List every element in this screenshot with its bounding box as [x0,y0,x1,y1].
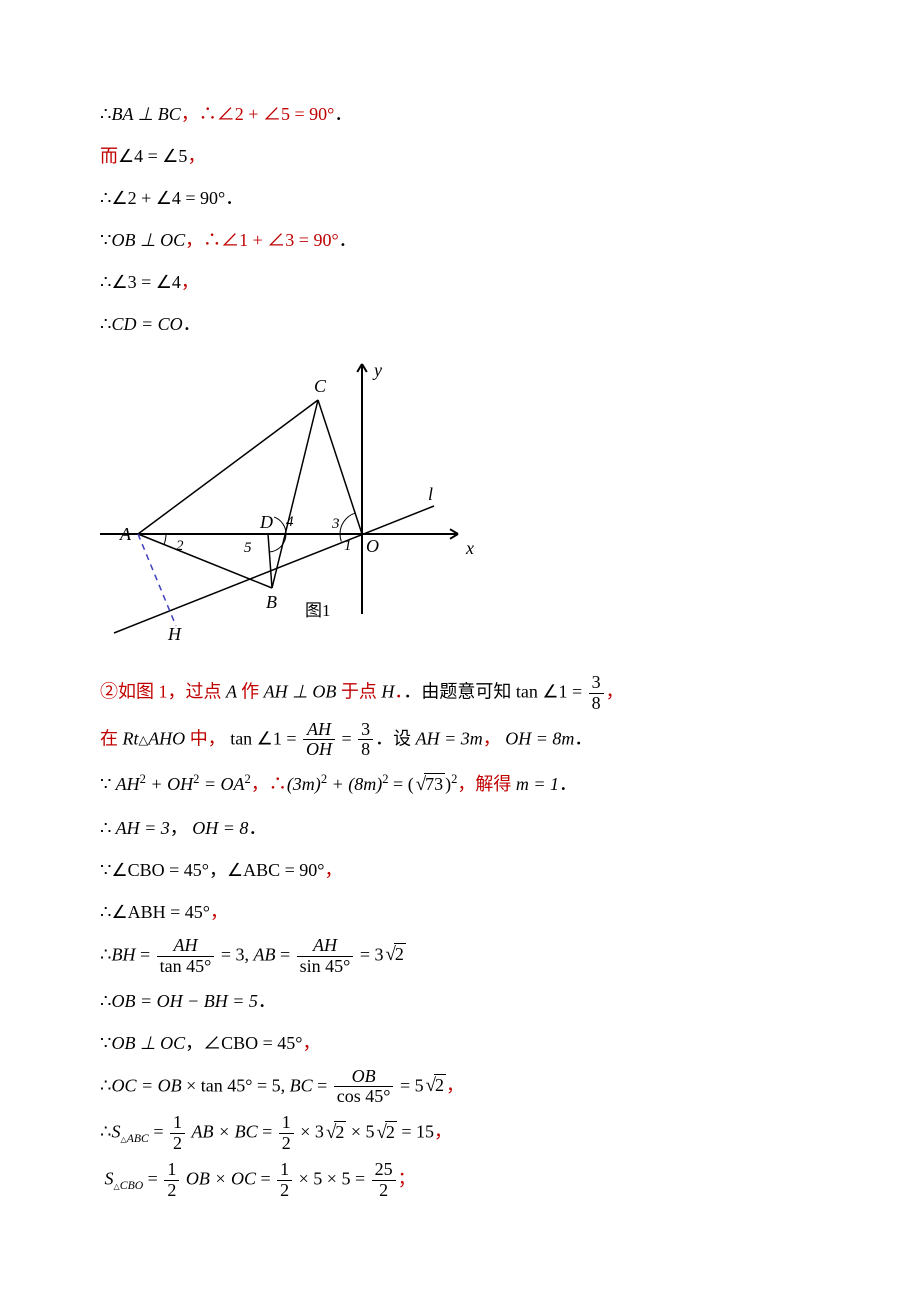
proof-line: ∵OB ⊥ OC，∠CBO = 45°， [100,1025,820,1061]
svg-text:3: 3 [331,516,340,532]
svg-text:5: 5 [244,540,252,556]
svg-text:B: B [266,592,277,612]
proof-line: ∴SABC = 12 AB × BC = 12 × 32 × 52 = 15， [100,1113,820,1154]
proof-line: SCBO = 12 OB × OC = 12 × 5 × 5 = 252； [100,1160,820,1201]
svg-text:D: D [259,512,273,532]
svg-text:y: y [372,360,382,380]
proof-line: ∴∠2 + ∠4 = 90°． [100,180,820,216]
svg-text:O: O [366,536,379,556]
svg-text:C: C [314,376,327,396]
proof-line: 在 RtAHO 中， tan ∠1 = AHOH = 38．设 AH = 3m，… [100,720,820,761]
proof-line: ∵OB ⊥ OC，∴∠1 + ∠3 = 90°． [100,222,820,258]
proof-line: ∵ AH2 + OH2 = OA2，∴(3m)2 + (8m)2 = (73)2… [100,766,820,804]
proof-line: ∴CD = CO． [100,306,820,342]
svg-text:2: 2 [176,538,184,554]
svg-text:图1: 图1 [305,601,331,620]
proof-line: ∴OB = OH − BH = 5． [100,983,820,1019]
proof-line: ∴BA ⊥ BC，∴∠2 + ∠5 = 90°． [100,96,820,132]
svg-text:A: A [119,524,132,544]
proof-line: ∴∠3 = ∠4， [100,264,820,300]
proof-line: ∴∠ABH = 45°， [100,894,820,930]
svg-text:l: l [428,484,433,504]
proof-line: ②如图 1，过点 A 作 AH ⊥ OB 于点 H．．由题意可知 tan ∠1 … [100,673,820,714]
svg-text:1: 1 [344,538,352,554]
proof-line: 而∠4 = ∠5， [100,138,820,174]
proof-line: ∴ AH = 3， OH = 8． [100,810,820,846]
proof-line: ∴OC = OB × tan 45° = 5, BC = OBcos 45° =… [100,1067,820,1108]
svg-text:x: x [465,538,474,558]
proof-line: ∵∠CBO = 45°，∠ABC = 90°， [100,852,820,888]
proof-line: ∴BH = AHtan 45° = 3, AB = AHsin 45° = 32 [100,936,820,977]
geometry-figure: y x l A B C D O H 1 2 3 4 5 图1 [100,354,820,659]
svg-text:H: H [167,624,182,644]
svg-text:4: 4 [286,514,294,530]
